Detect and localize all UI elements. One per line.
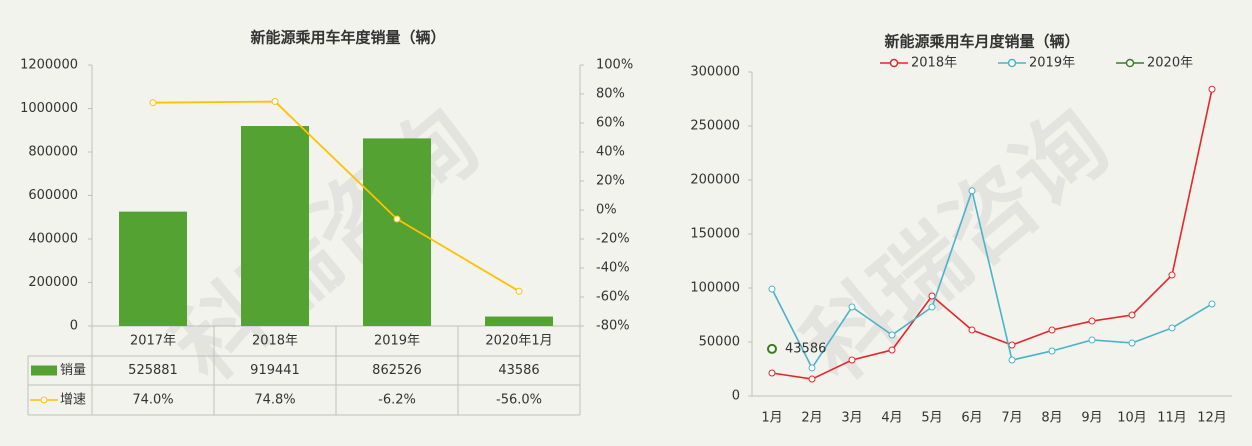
y-tick-label: 150000 [690,227,740,242]
x-tick-label: 3月 [841,411,862,426]
bar [119,211,187,326]
x-tick-label: 2月 [801,411,822,426]
y-tick-label: 400000 [28,232,78,247]
line-marker [767,343,777,354]
line-marker [393,215,401,223]
y2-tick-label: 40% [596,145,625,160]
line-marker [928,292,936,300]
x-tick-label: 8月 [1041,411,1062,426]
line-marker [768,285,776,293]
y-tick-label: 250000 [690,119,740,134]
line-marker [1088,336,1096,344]
line-marker [1008,341,1016,349]
y2-tick-label: -60% [596,290,630,305]
line-marker [888,331,896,339]
line-marker [888,346,896,354]
x-tick-label: 1月 [761,411,782,426]
line [771,89,1213,380]
y-tick-label: 1200000 [20,58,78,73]
line-marker [968,326,976,334]
x-tick-label: 11月 [1157,411,1187,426]
table-cell: 74.0% [132,393,173,408]
data-label: 43586 [785,341,826,356]
line-marker [808,375,816,383]
line-marker [1008,356,1016,364]
line-marker [149,99,157,107]
x-tick-label: 10月 [1117,411,1147,426]
x-tick-label: 12月 [1197,411,1227,426]
line-marker [1048,326,1056,334]
y-tick-label: 0 [70,319,78,334]
x-tick-label: 9月 [1081,411,1102,426]
table-cell: -56.0% [496,393,542,408]
y-tick-label: 800000 [28,145,78,160]
legend-marker [1125,58,1135,68]
line-marker [1168,271,1176,279]
x-tick-label: 2020年1月 [485,334,552,349]
line-marker [848,303,856,311]
line-marker [1128,339,1136,347]
x-tick-label: 5月 [921,411,942,426]
x-tick-label: 2018年 [252,334,298,349]
line [152,100,520,292]
line-marker [1048,347,1056,355]
line-marker [271,98,279,106]
line-marker [928,303,936,311]
x-tick-label: 2019年 [374,334,420,349]
x-tick-label: 7月 [1001,411,1022,426]
y2-tick-label: 20% [596,174,625,189]
legend-label: 2019年 [1029,56,1075,71]
legend-label: 销量 [60,363,86,378]
y2-tick-label: -40% [596,261,630,276]
line-marker [808,364,816,372]
x-tick-label: 6月 [961,411,982,426]
y2-tick-label: 60% [596,116,625,131]
line-marker [1088,317,1096,325]
table-cell: 74.8% [254,393,295,408]
x-tick-label: 4月 [881,411,902,426]
legend-label: 2018年 [911,56,957,71]
y-tick-label: 0 [732,389,740,404]
legend-label: 增速 [60,393,86,408]
y-tick-label: 200000 [690,173,740,188]
legend-marker [40,396,48,404]
line-marker [1208,85,1216,93]
legend-marker [889,58,899,68]
table-cell: 862526 [372,363,422,378]
y-tick-label: 600000 [28,188,78,203]
table-cell: 525881 [128,363,178,378]
line-marker [848,356,856,364]
y-tick-label: 100000 [690,281,740,296]
y-tick-label: 300000 [690,65,740,80]
chart-title: 新能源乘用车月度销量（辆） [884,33,1079,51]
watermark: 科瑞咨询 [155,90,498,402]
y-tick-label: 200000 [28,275,78,290]
line-marker [1168,324,1176,332]
table-cell: 43586 [498,363,539,378]
line-marker [515,287,523,295]
chart-title: 新能源乘用车年度销量（辆） [250,29,445,47]
line [771,187,1213,370]
table-cell: 919441 [250,363,300,378]
line-marker [1208,300,1216,308]
x-tick-label: 2017年 [130,334,176,349]
y-tick-label: 50000 [699,335,740,350]
y2-tick-label: -20% [596,232,630,247]
bar [241,126,309,327]
line-marker [768,369,776,377]
y2-tick-label: 80% [596,87,625,102]
bar [485,316,553,326]
y2-tick-label: 0% [596,203,617,218]
line-marker [968,187,976,195]
line-marker [1128,311,1136,319]
table-cell: -6.2% [378,393,416,408]
legend-label: 2020年 [1147,56,1193,71]
watermark: 科瑞咨询 [785,90,1128,402]
legend-swatch [31,365,57,376]
legend-marker [1007,58,1017,68]
y2-tick-label: 100% [596,58,633,73]
y2-tick-label: -80% [596,319,630,334]
y-tick-label: 1000000 [20,101,78,116]
